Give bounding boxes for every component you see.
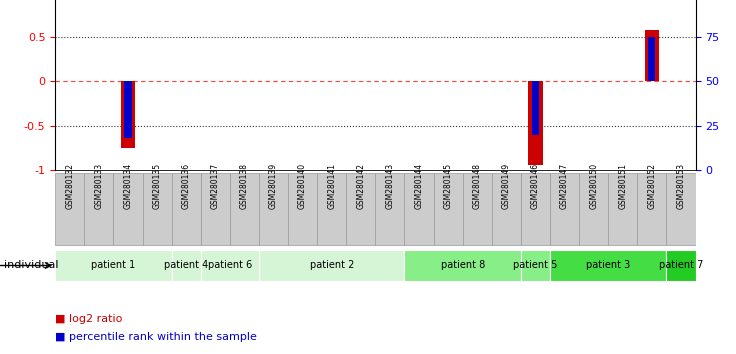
Text: GSM280147: GSM280147: [560, 163, 569, 209]
Text: patient 2: patient 2: [310, 261, 354, 270]
Bar: [550, 173, 579, 245]
Bar: [666, 250, 696, 281]
Bar: [55, 250, 171, 281]
Text: GSM280152: GSM280152: [648, 163, 657, 209]
Bar: [346, 173, 375, 245]
Text: GSM280139: GSM280139: [269, 163, 278, 209]
Text: patient 7: patient 7: [659, 261, 703, 270]
Text: individual: individual: [4, 261, 58, 270]
Bar: [124, 81, 132, 138]
Text: GSM280145: GSM280145: [444, 163, 453, 209]
Bar: [528, 81, 542, 166]
Text: GSM280133: GSM280133: [94, 163, 103, 209]
Text: GSM280134: GSM280134: [124, 163, 132, 209]
Text: GSM280132: GSM280132: [66, 163, 74, 209]
Bar: [259, 250, 405, 281]
Text: patient 3: patient 3: [586, 261, 630, 270]
Text: GSM280151: GSM280151: [618, 163, 627, 209]
Bar: [121, 81, 135, 148]
Bar: [405, 173, 434, 245]
Text: patient 8: patient 8: [441, 261, 485, 270]
Bar: [171, 250, 201, 281]
Text: GSM280148: GSM280148: [473, 163, 482, 209]
Bar: [288, 173, 317, 245]
Text: patient 1: patient 1: [91, 261, 135, 270]
Text: GSM280153: GSM280153: [676, 163, 685, 209]
Text: patient 6: patient 6: [208, 261, 252, 270]
Bar: [579, 173, 608, 245]
Bar: [317, 173, 346, 245]
Text: ■ log2 ratio: ■ log2 ratio: [55, 314, 123, 324]
Bar: [637, 173, 666, 245]
Text: GSM280149: GSM280149: [502, 163, 511, 209]
Bar: [608, 173, 637, 245]
Text: GSM280136: GSM280136: [182, 163, 191, 209]
Bar: [492, 173, 521, 245]
Bar: [55, 173, 85, 245]
Text: GSM280140: GSM280140: [298, 163, 307, 209]
Bar: [521, 250, 550, 281]
Text: GSM280146: GSM280146: [531, 163, 540, 209]
Bar: [201, 250, 259, 281]
Bar: [375, 173, 405, 245]
Text: GSM280138: GSM280138: [240, 163, 249, 209]
Bar: [171, 173, 201, 245]
Bar: [648, 37, 656, 81]
Bar: [550, 250, 666, 281]
Bar: [405, 250, 521, 281]
Text: GSM280144: GSM280144: [414, 163, 423, 209]
Bar: [645, 30, 659, 81]
Bar: [434, 173, 463, 245]
Text: GSM280142: GSM280142: [356, 163, 365, 209]
Text: GSM280141: GSM280141: [328, 163, 336, 209]
Text: patient 4: patient 4: [164, 261, 208, 270]
Bar: [259, 173, 288, 245]
Bar: [666, 173, 696, 245]
Bar: [521, 173, 550, 245]
Bar: [463, 173, 492, 245]
Bar: [201, 173, 230, 245]
Bar: [230, 173, 259, 245]
Text: GSM280143: GSM280143: [386, 163, 394, 209]
Bar: [85, 173, 113, 245]
Text: GSM280135: GSM280135: [152, 163, 162, 209]
Text: patient 5: patient 5: [513, 261, 558, 270]
Bar: [143, 173, 171, 245]
Text: ■ percentile rank within the sample: ■ percentile rank within the sample: [55, 332, 257, 342]
Text: GSM280150: GSM280150: [589, 163, 598, 209]
Bar: [113, 173, 143, 245]
Text: GSM280137: GSM280137: [210, 163, 220, 209]
Bar: [532, 81, 539, 135]
